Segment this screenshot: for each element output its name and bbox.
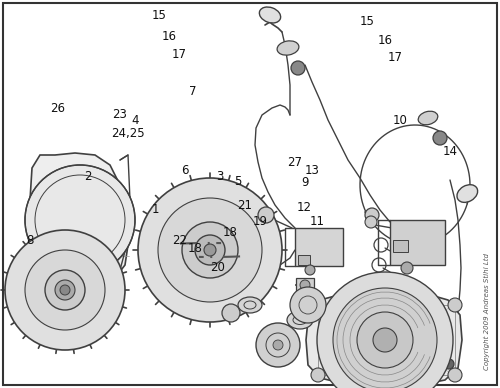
Circle shape xyxy=(333,288,437,388)
Circle shape xyxy=(195,235,225,265)
Bar xyxy=(296,278,314,292)
Circle shape xyxy=(290,287,326,323)
Text: 8: 8 xyxy=(26,234,34,247)
Ellipse shape xyxy=(287,311,313,329)
Ellipse shape xyxy=(457,185,477,203)
Ellipse shape xyxy=(260,7,280,23)
Circle shape xyxy=(273,340,283,350)
Circle shape xyxy=(311,298,325,312)
Text: 15: 15 xyxy=(152,9,166,22)
Circle shape xyxy=(300,280,310,290)
Circle shape xyxy=(182,222,238,278)
Text: 24,25: 24,25 xyxy=(110,127,144,140)
Text: 1: 1 xyxy=(151,203,159,216)
Bar xyxy=(390,278,404,298)
Text: 4: 4 xyxy=(131,114,139,127)
Text: 19: 19 xyxy=(252,215,268,228)
Circle shape xyxy=(444,359,454,369)
Text: 5: 5 xyxy=(234,175,241,188)
Text: 13: 13 xyxy=(305,164,320,177)
Text: Copyright 2009 Andreas Stihl Ltd: Copyright 2009 Andreas Stihl Ltd xyxy=(484,253,490,370)
Ellipse shape xyxy=(277,41,299,55)
Text: 17: 17 xyxy=(388,51,402,64)
Text: 12: 12 xyxy=(296,201,312,214)
Text: 23: 23 xyxy=(112,108,128,121)
Ellipse shape xyxy=(238,297,262,313)
Text: 11: 11 xyxy=(310,215,325,229)
Text: 22: 22 xyxy=(172,234,188,247)
Circle shape xyxy=(448,368,462,382)
Text: 18: 18 xyxy=(222,226,238,239)
Text: 17: 17 xyxy=(172,48,186,61)
Circle shape xyxy=(433,131,447,145)
Circle shape xyxy=(365,208,379,222)
Text: 27: 27 xyxy=(288,156,302,170)
Bar xyxy=(295,228,343,266)
Polygon shape xyxy=(306,290,462,387)
Circle shape xyxy=(60,285,70,295)
Circle shape xyxy=(357,312,413,368)
Circle shape xyxy=(5,230,125,350)
Circle shape xyxy=(401,262,413,274)
Text: 20: 20 xyxy=(210,261,225,274)
Text: 14: 14 xyxy=(442,145,458,158)
Text: 15: 15 xyxy=(360,15,375,28)
Ellipse shape xyxy=(418,111,438,125)
Circle shape xyxy=(25,250,105,330)
Circle shape xyxy=(204,244,216,256)
Text: 9: 9 xyxy=(301,176,309,189)
Polygon shape xyxy=(30,153,128,287)
Circle shape xyxy=(305,265,315,275)
Circle shape xyxy=(158,198,262,302)
Bar xyxy=(298,255,310,265)
Circle shape xyxy=(317,272,453,388)
Circle shape xyxy=(392,295,402,305)
Circle shape xyxy=(25,165,135,275)
Bar xyxy=(393,240,408,252)
Bar xyxy=(390,220,445,265)
Circle shape xyxy=(365,216,377,228)
Text: 6: 6 xyxy=(181,164,189,177)
Circle shape xyxy=(222,304,240,322)
Circle shape xyxy=(448,298,462,312)
Circle shape xyxy=(258,207,274,223)
Text: 10: 10 xyxy=(392,114,407,127)
Text: 18: 18 xyxy=(188,242,202,255)
Text: 2: 2 xyxy=(84,170,91,183)
Text: 7: 7 xyxy=(189,85,196,98)
Text: 16: 16 xyxy=(378,34,392,47)
Circle shape xyxy=(138,178,282,322)
Circle shape xyxy=(45,270,85,310)
Text: 3: 3 xyxy=(216,170,224,183)
Circle shape xyxy=(256,323,300,367)
Text: 21: 21 xyxy=(238,199,252,212)
Circle shape xyxy=(311,368,325,382)
Text: 26: 26 xyxy=(50,102,65,115)
Circle shape xyxy=(373,328,397,352)
Circle shape xyxy=(291,61,305,75)
Circle shape xyxy=(55,280,75,300)
Text: 16: 16 xyxy=(162,30,176,43)
